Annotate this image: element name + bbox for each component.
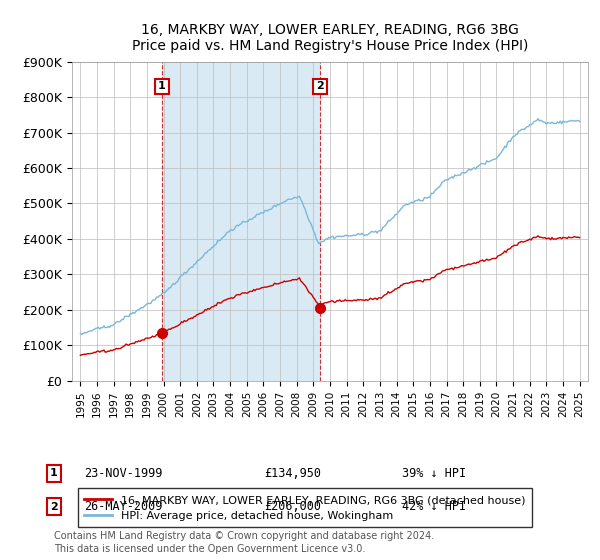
Text: 26-MAY-2009: 26-MAY-2009 [84,500,163,514]
Text: 42% ↓ HPI: 42% ↓ HPI [402,500,466,514]
Text: £134,950: £134,950 [264,466,321,480]
Text: £206,000: £206,000 [264,500,321,514]
Text: 39% ↓ HPI: 39% ↓ HPI [402,466,466,480]
Text: 23-NOV-1999: 23-NOV-1999 [84,466,163,480]
Title: 16, MARKBY WAY, LOWER EARLEY, READING, RG6 3BG
Price paid vs. HM Land Registry's: 16, MARKBY WAY, LOWER EARLEY, READING, R… [132,24,528,54]
Text: Contains HM Land Registry data © Crown copyright and database right 2024.
This d: Contains HM Land Registry data © Crown c… [54,531,434,554]
Text: 2: 2 [316,81,324,91]
Text: 1: 1 [50,468,58,478]
Legend: 16, MARKBY WAY, LOWER EARLEY, READING, RG6 3BG (detached house), HPI: Average pr: 16, MARKBY WAY, LOWER EARLEY, READING, R… [77,488,532,528]
Bar [162,62,320,381]
Text: 2: 2 [50,502,58,512]
Text: 1: 1 [158,81,166,91]
